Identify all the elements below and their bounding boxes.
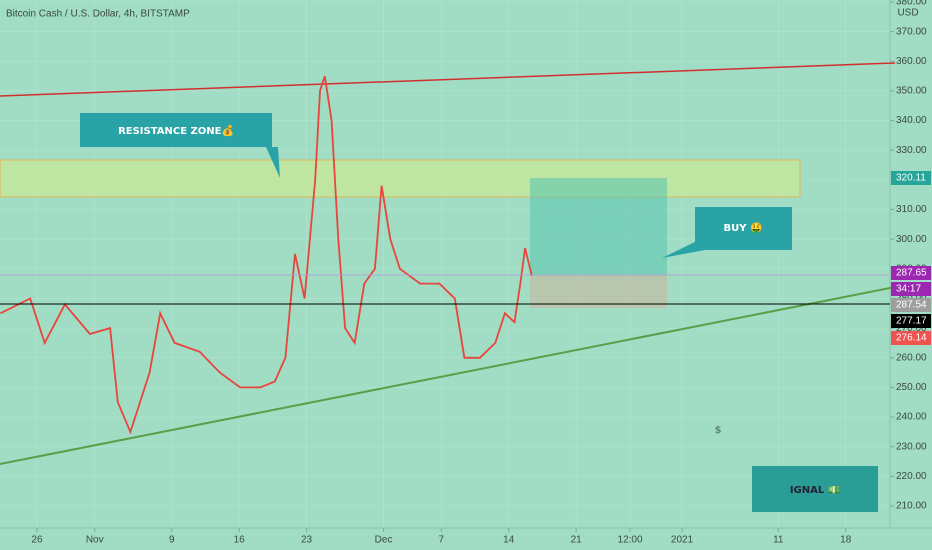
support-line <box>0 286 896 465</box>
price-tag <box>891 282 931 296</box>
y-tick-label: 380.00 <box>896 0 927 8</box>
x-tick-label: 23 <box>301 535 313 546</box>
resistance-line <box>0 62 896 97</box>
x-tick-label: 7 <box>439 535 445 546</box>
price-tag <box>891 171 931 185</box>
callout-box <box>80 113 280 178</box>
price-tag <box>891 314 931 328</box>
x-tick-label: 12:00 <box>618 535 643 546</box>
y-tick-label: 260.00 <box>896 352 927 363</box>
price-tag-label: 320.11 <box>896 173 926 184</box>
x-tick-label: 2021 <box>671 535 694 546</box>
y-tick-label: 240.00 <box>896 412 927 423</box>
y-tick-label: 350.00 <box>896 86 927 97</box>
price-tag <box>891 298 931 312</box>
y-tick-label: 360.00 <box>896 56 927 67</box>
callout-text: BUY 🤑 <box>724 222 763 234</box>
x-tick-label: 14 <box>503 535 515 546</box>
y-tick-label: 340.00 <box>896 115 927 126</box>
price-tag-label: 277.17 <box>896 316 927 327</box>
price-tag-label: 276.14 <box>896 333 927 344</box>
chart-title: Bitcoin Cash / U.S. Dollar, 4h, BITSTAMP <box>6 9 190 20</box>
price-tag-label: 287.65 <box>896 268 927 279</box>
x-tick-label: 26 <box>31 535 43 546</box>
stop-zone <box>530 275 667 308</box>
y-tick-label: 310.00 <box>896 204 927 215</box>
y-tick-label: 330.00 <box>896 145 927 156</box>
price-tag-label: 34:17 <box>896 284 921 295</box>
x-tick-label: Dec <box>375 535 393 546</box>
resistance-zone <box>0 159 801 198</box>
y-tick-label: 230.00 <box>896 441 927 452</box>
y-tick-label: 370.00 <box>896 26 927 37</box>
x-tick-label: 21 <box>571 535 583 546</box>
x-tick-label: 11 <box>773 535 784 546</box>
y-tick-label: 220.00 <box>896 471 927 482</box>
x-tick-label: Nov <box>86 535 104 546</box>
target-zone <box>530 178 667 275</box>
price-tag-label: 287.54 <box>896 300 927 311</box>
y-tick-label: 210.00 <box>896 501 927 512</box>
dollar-sign: $ <box>715 425 722 436</box>
price-tag <box>891 331 931 345</box>
axis-unit: USD <box>897 8 918 19</box>
x-tick-label: 16 <box>234 535 246 546</box>
y-tick-label: 300.00 <box>896 234 927 245</box>
x-tick-label: 9 <box>169 535 175 546</box>
callout-box <box>662 207 792 258</box>
y-tick-label: 250.00 <box>896 382 927 393</box>
price-tag <box>891 266 931 280</box>
x-tick-label: 18 <box>840 535 852 546</box>
signal-text: IGNAL 💵 <box>790 485 840 496</box>
price-line-series <box>0 75 533 435</box>
y-tick-label: 270.00 <box>896 323 927 334</box>
signal-box <box>752 466 878 512</box>
callout-text: RESISTANCE ZONE💰 <box>118 124 234 137</box>
